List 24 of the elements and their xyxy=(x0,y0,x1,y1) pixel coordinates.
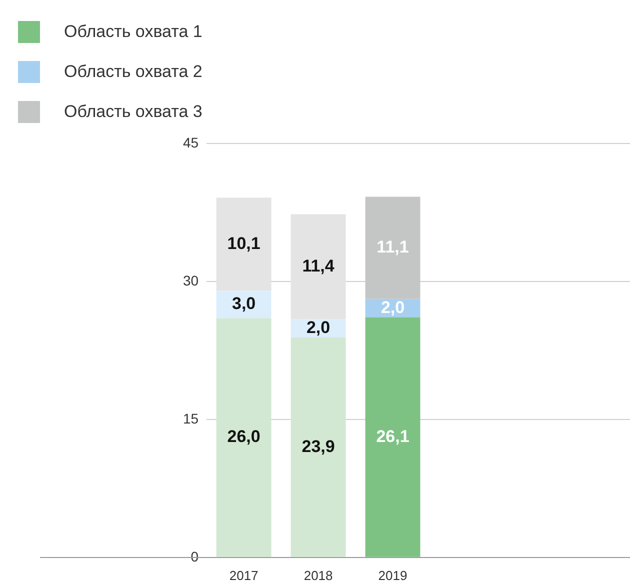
bar xyxy=(216,318,272,557)
data-label: 11,4 xyxy=(302,256,335,276)
x-tick-label: 2019 xyxy=(378,568,408,583)
legend-label: Область охвата 3 xyxy=(64,102,202,122)
data-label: 26,0 xyxy=(227,427,260,446)
data-label: 26,1 xyxy=(376,426,410,446)
data-label: 2,0 xyxy=(380,298,405,317)
data-label: 10,1 xyxy=(227,234,260,253)
y-tick-label: 30 xyxy=(182,272,199,288)
y-tick-label: 15 xyxy=(182,410,199,426)
legend-label: Область охвата 2 xyxy=(64,62,202,82)
legend-label: Область охвата 1 xyxy=(64,22,202,42)
bar xyxy=(290,338,346,557)
data-label: 23,9 xyxy=(302,436,335,456)
bar xyxy=(216,290,272,318)
x-tick-label: 2018 xyxy=(304,568,333,583)
bar xyxy=(216,198,272,291)
bar xyxy=(365,317,420,557)
bar xyxy=(290,214,346,320)
y-tick-label: 45 xyxy=(182,134,199,150)
x-tick-label: 2017 xyxy=(229,568,258,583)
data-label: 11,1 xyxy=(376,238,409,257)
data-label: 2,0 xyxy=(306,318,330,338)
data-label: 3,0 xyxy=(232,294,256,314)
